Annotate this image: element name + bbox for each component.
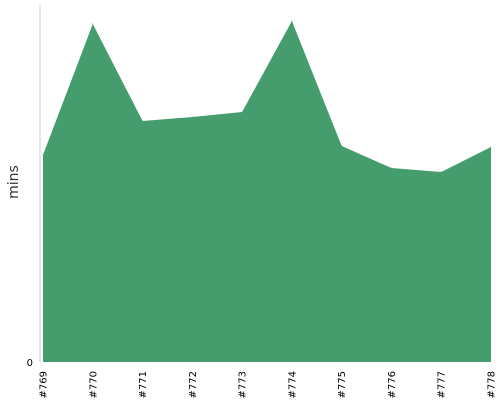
data-point-773 xyxy=(241,111,243,113)
x-tick-label-778: #778 xyxy=(487,371,498,398)
data-point-771 xyxy=(142,120,144,122)
x-tick-label-777: #777 xyxy=(437,371,448,398)
area-series-0 xyxy=(43,21,491,362)
data-point-774 xyxy=(291,20,293,22)
x-tick-label-773: #773 xyxy=(238,371,249,398)
data-point-772 xyxy=(191,116,193,118)
y-tick-label-0: 0 xyxy=(27,358,33,369)
data-point-778 xyxy=(490,146,492,148)
x-tick-label-770: #770 xyxy=(88,371,99,398)
x-tick-label-772: #772 xyxy=(188,371,199,398)
data-point-777 xyxy=(440,171,442,173)
data-point-770 xyxy=(92,23,94,25)
x-tick-label-771: #771 xyxy=(138,371,149,398)
plot-area xyxy=(42,20,492,362)
x-tick-label-775: #775 xyxy=(337,371,348,398)
data-point-769 xyxy=(42,154,44,156)
data-point-776 xyxy=(390,167,392,169)
data-point-775 xyxy=(341,145,343,147)
y-axis-title: mins xyxy=(6,165,22,199)
x-tick-label-769: #769 xyxy=(39,371,50,398)
x-tick-label-776: #776 xyxy=(387,371,398,398)
x-tick-labels: #769 #770 #771 #772 #773 #774 #775 #776 #777 #778 xyxy=(39,371,498,398)
x-tick-label-774: #774 xyxy=(287,371,298,398)
